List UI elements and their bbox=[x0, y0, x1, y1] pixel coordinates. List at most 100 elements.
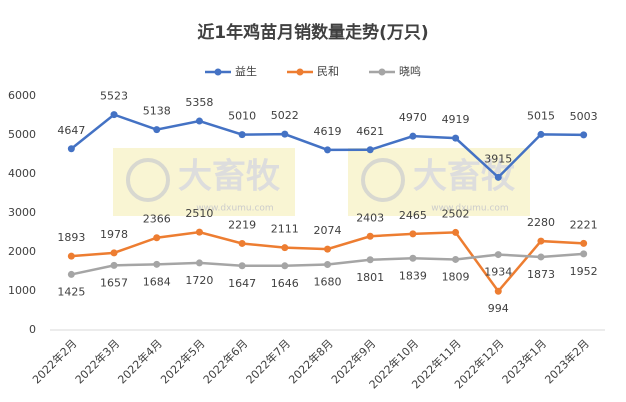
data-label: 1646 bbox=[271, 277, 299, 290]
point bbox=[153, 126, 161, 134]
legend-label: 益生 bbox=[235, 64, 257, 78]
data-label: 4647 bbox=[57, 124, 85, 137]
point bbox=[409, 254, 417, 262]
point bbox=[67, 145, 75, 153]
point bbox=[409, 132, 417, 140]
x-tick-label: 2022年5月 bbox=[157, 336, 207, 386]
data-label: 5015 bbox=[527, 109, 555, 122]
point bbox=[281, 244, 289, 252]
data-label: 5358 bbox=[185, 96, 213, 109]
data-label: 2221 bbox=[570, 218, 598, 231]
point bbox=[110, 111, 118, 119]
legend-marker bbox=[378, 68, 386, 76]
point bbox=[238, 131, 246, 139]
point bbox=[452, 228, 460, 236]
point bbox=[452, 134, 460, 142]
point bbox=[67, 252, 75, 260]
point bbox=[494, 173, 502, 181]
data-label: 5523 bbox=[100, 90, 128, 103]
data-label: 1657 bbox=[100, 276, 128, 289]
legend-label: 民和 bbox=[317, 65, 339, 78]
legend: 益生 民和 晓鸣 bbox=[205, 64, 421, 78]
data-label: 4621 bbox=[356, 125, 384, 138]
x-tick-label: 2023年1月 bbox=[499, 336, 549, 386]
legend-marker bbox=[214, 68, 222, 76]
x-tick-label: 2022年2月 bbox=[29, 336, 79, 386]
y-tick-label: 2000 bbox=[8, 245, 36, 258]
data-label: 2219 bbox=[228, 218, 256, 231]
y-tick-label: 1000 bbox=[8, 284, 36, 297]
legend-marker bbox=[296, 68, 304, 76]
x-tick-label: 2023年2月 bbox=[542, 336, 592, 386]
data-label: 5022 bbox=[271, 109, 299, 122]
data-label: 2074 bbox=[314, 224, 342, 237]
data-label: 2111 bbox=[271, 223, 299, 236]
data-label: 1647 bbox=[228, 277, 256, 290]
point bbox=[494, 287, 502, 295]
y-tick-label: 6000 bbox=[8, 89, 36, 102]
data-label: 5010 bbox=[228, 110, 256, 123]
point bbox=[195, 228, 203, 236]
point bbox=[580, 131, 588, 139]
point bbox=[580, 250, 588, 258]
data-label: 4619 bbox=[314, 125, 342, 138]
data-label: 5138 bbox=[143, 105, 171, 118]
data-label: 1809 bbox=[442, 270, 470, 283]
watermark-url: www.dxumu.com bbox=[431, 204, 508, 214]
data-label: 994 bbox=[488, 302, 509, 315]
data-label: 1893 bbox=[57, 231, 85, 244]
point bbox=[324, 146, 331, 154]
point bbox=[366, 232, 374, 240]
point bbox=[580, 239, 588, 247]
point bbox=[281, 130, 289, 138]
point bbox=[494, 251, 502, 259]
data-label: 1684 bbox=[143, 275, 171, 288]
data-label: 2280 bbox=[527, 216, 555, 229]
point bbox=[195, 117, 203, 125]
x-tick-label: 2022年4月 bbox=[115, 336, 165, 386]
point bbox=[324, 245, 331, 253]
watermark-logo bbox=[126, 158, 170, 202]
x-tick-label: 2022年3月 bbox=[72, 336, 122, 386]
data-label: 1680 bbox=[314, 275, 342, 288]
point bbox=[281, 262, 289, 270]
y-tick-label: 0 bbox=[29, 323, 36, 336]
x-tick-label: 2022年7月 bbox=[243, 336, 293, 386]
data-label: 1952 bbox=[570, 265, 598, 278]
x-tick-label: 2022年6月 bbox=[200, 336, 250, 386]
data-label: 3915 bbox=[484, 152, 512, 165]
watermark-url: www.dxumu.com bbox=[196, 204, 273, 214]
data-label: 2502 bbox=[442, 207, 470, 220]
data-label: 4919 bbox=[442, 113, 470, 126]
y-tick-label: 3000 bbox=[8, 206, 36, 219]
legend-label: 晓鸣 bbox=[399, 64, 421, 78]
point bbox=[110, 261, 118, 269]
point bbox=[153, 260, 161, 268]
point bbox=[366, 146, 374, 154]
data-label: 4970 bbox=[399, 111, 427, 124]
point bbox=[153, 234, 161, 242]
data-label: 1873 bbox=[527, 268, 555, 281]
data-label: 1801 bbox=[356, 271, 384, 284]
x-tick-label: 2022年8月 bbox=[286, 336, 336, 386]
data-label: 1934 bbox=[484, 266, 512, 279]
point bbox=[238, 262, 246, 270]
point bbox=[67, 270, 75, 278]
chart-title: 近1年鸡苗月销数量走势(万只) bbox=[197, 22, 428, 43]
data-label: 2366 bbox=[143, 213, 171, 226]
point bbox=[324, 260, 331, 268]
watermark-logo bbox=[361, 158, 405, 202]
data-label: 1978 bbox=[100, 228, 128, 241]
data-label: 1425 bbox=[57, 285, 85, 298]
point bbox=[537, 130, 545, 138]
point bbox=[366, 256, 374, 264]
point bbox=[409, 230, 417, 238]
data-label: 2465 bbox=[399, 209, 427, 222]
point bbox=[537, 253, 545, 261]
data-label: 1839 bbox=[399, 269, 427, 282]
point bbox=[195, 259, 203, 267]
data-label: 1720 bbox=[185, 274, 213, 287]
data-label: 2403 bbox=[356, 211, 384, 224]
watermark-text: 大畜牧 bbox=[178, 157, 281, 197]
data-label: 2510 bbox=[185, 207, 213, 220]
